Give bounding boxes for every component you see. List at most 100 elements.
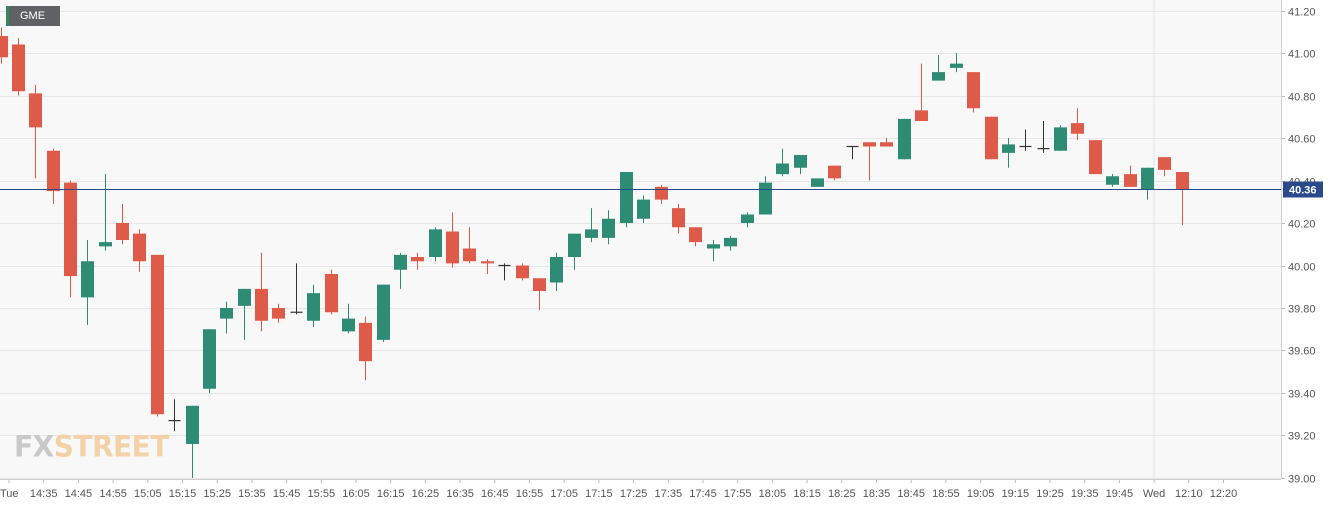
x-tick-label: 19:05	[967, 488, 995, 500]
watermark-part2: STREET	[53, 429, 170, 464]
x-tick-label: 14:45	[65, 488, 93, 500]
candle	[1019, 129, 1032, 151]
candle-body	[342, 318, 355, 332]
x-tick-label: 18:55	[932, 488, 960, 500]
last-price-marker: 40.36	[0, 181, 1323, 198]
candle-body	[151, 254, 164, 415]
candle	[568, 233, 581, 270]
candle	[880, 138, 893, 147]
candle-body	[238, 288, 251, 306]
candle	[550, 252, 563, 291]
candle-body	[776, 163, 789, 175]
candle	[1002, 138, 1015, 168]
candle	[255, 252, 268, 332]
x-tick-label: 15:35	[238, 488, 266, 500]
y-tick-label: 39.00	[1288, 474, 1316, 486]
candle	[481, 259, 494, 274]
candle-body	[446, 231, 459, 264]
candle	[863, 142, 876, 181]
candle-body	[429, 229, 442, 257]
candle	[1158, 157, 1171, 177]
candle-body	[863, 142, 876, 147]
candle-body	[81, 261, 94, 298]
candle	[99, 174, 112, 251]
candle-body	[689, 227, 702, 243]
candle-body	[880, 142, 893, 147]
candle-body	[1054, 127, 1067, 151]
candle-body	[568, 233, 581, 257]
candle	[1071, 108, 1084, 141]
x-tick-label: 17:35	[655, 488, 683, 500]
x-tick-label: 18:45	[897, 488, 925, 500]
candle	[463, 227, 476, 264]
candle	[0, 27, 8, 64]
candle	[290, 263, 303, 315]
fxstreet-watermark: FXSTREET	[14, 429, 169, 464]
candle	[794, 155, 807, 175]
x-tick-label: Tue	[0, 488, 19, 500]
candle	[116, 203, 129, 245]
candle-body	[29, 93, 42, 128]
x-tick-label: 16:45	[481, 488, 509, 500]
candle	[637, 195, 650, 223]
candle	[411, 252, 424, 270]
candle	[950, 53, 963, 73]
candle	[759, 176, 772, 215]
candle-body	[672, 208, 685, 228]
candle	[446, 212, 459, 268]
candle	[846, 145, 859, 160]
candle-body	[272, 308, 285, 319]
candle	[620, 172, 633, 228]
candle-body	[759, 182, 772, 215]
y-tick-label: 39.80	[1288, 304, 1316, 316]
symbol-badge[interactable]: GME	[6, 6, 60, 26]
candle-body	[133, 233, 146, 262]
candle	[1089, 140, 1102, 175]
candle	[776, 148, 789, 177]
candle-body	[1071, 123, 1084, 134]
candle	[1037, 121, 1050, 153]
candle	[238, 288, 251, 340]
x-tick-label: 16:15	[377, 488, 405, 500]
candle-body	[620, 172, 633, 223]
candle	[133, 229, 146, 272]
x-tick-label: 17:25	[620, 488, 648, 500]
candle-body	[411, 257, 424, 262]
candle-body	[255, 288, 268, 321]
candle	[377, 284, 390, 342]
candle-body	[116, 223, 129, 240]
x-tick-label: 18:15	[793, 488, 821, 500]
candle	[64, 180, 77, 298]
candle-body	[1002, 144, 1015, 153]
y-tick-label: 40.20	[1288, 219, 1316, 231]
candle-body	[533, 278, 546, 291]
candle-body	[394, 254, 407, 270]
x-tick-label: 14:55	[99, 488, 127, 500]
candle	[29, 84, 42, 179]
candle-body	[655, 186, 668, 200]
candle-body	[99, 242, 112, 247]
candle-body	[47, 150, 60, 192]
candle	[689, 227, 702, 247]
candle-body	[724, 237, 737, 247]
plot-background	[0, 0, 1281, 479]
candle	[1141, 167, 1154, 200]
x-tick-label: 12:10	[1175, 488, 1203, 500]
candle	[325, 269, 338, 315]
candle-body	[325, 274, 338, 313]
candle-body	[915, 110, 928, 121]
candle	[1054, 125, 1067, 151]
candle-body	[12, 44, 25, 92]
x-tick-label: 19:35	[1071, 488, 1099, 500]
candle	[585, 208, 598, 243]
candle-body	[307, 293, 320, 321]
x-tick-label: 18:35	[863, 488, 891, 500]
x-tick-label: 16:05	[342, 488, 370, 500]
y-tick-label: 39.20	[1288, 431, 1316, 443]
candle-body	[585, 229, 598, 238]
candle	[932, 55, 945, 81]
last-price-label: 40.36	[1289, 185, 1317, 197]
x-tick-label: 15:55	[308, 488, 336, 500]
